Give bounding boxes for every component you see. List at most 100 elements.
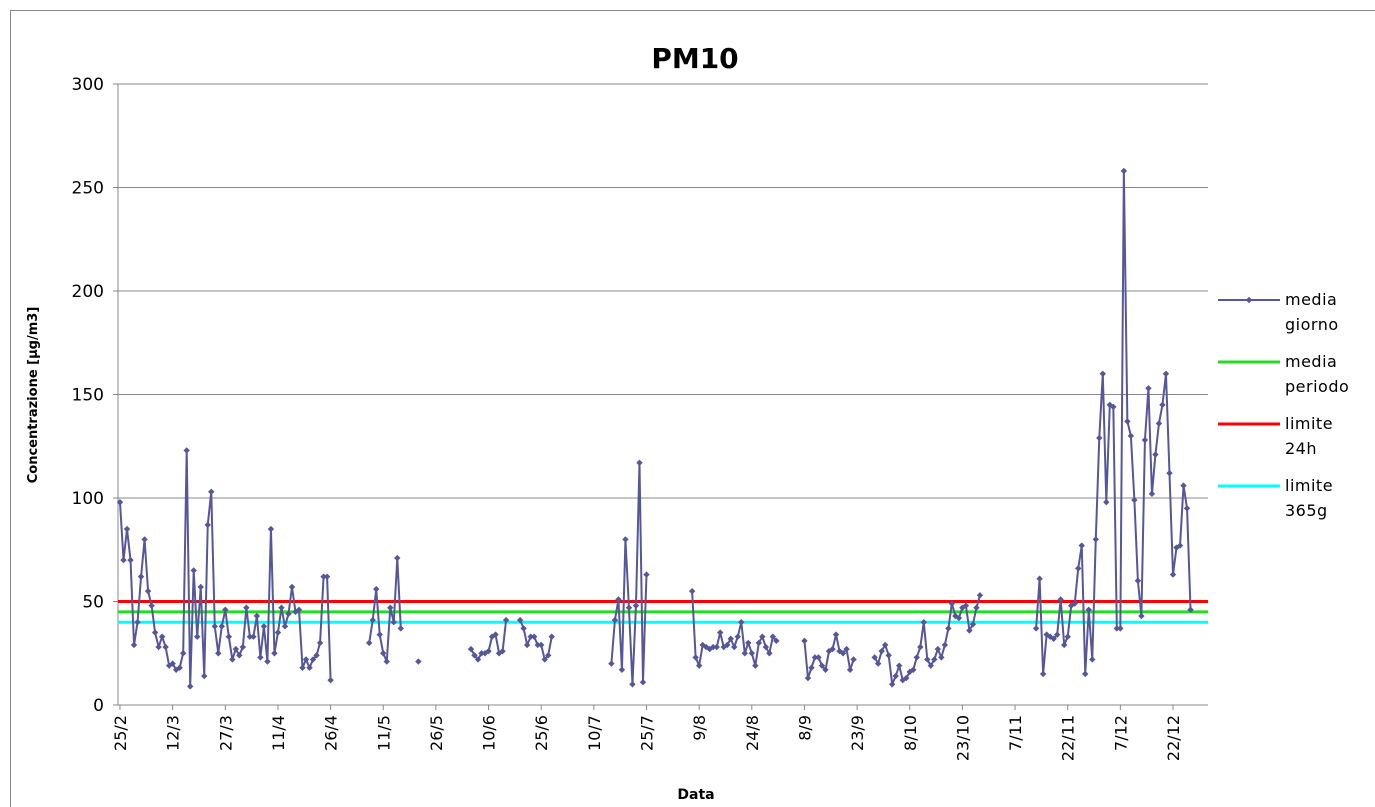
data-point (889, 681, 896, 688)
data-point (373, 585, 380, 593)
x-tick-label: 24/8 (743, 715, 762, 751)
x-tick-label: 10/6 (480, 715, 499, 751)
data-point (748, 650, 755, 657)
data-point (278, 604, 285, 611)
data-point (148, 602, 155, 609)
data-point (896, 662, 903, 669)
data-point (1106, 401, 1114, 409)
x-tick-label: 22/11 (1059, 715, 1078, 761)
data-point (1085, 606, 1092, 613)
x-axis-label: Data (677, 787, 714, 803)
data-point (516, 616, 524, 624)
data-point (625, 604, 633, 611)
data-point (759, 633, 766, 640)
data-point (1183, 505, 1191, 512)
data-point (1141, 436, 1149, 444)
data-point (1078, 542, 1085, 549)
data-point (1082, 670, 1089, 678)
y-tick-label: 150 (72, 386, 104, 406)
data-point (618, 666, 626, 674)
data-point (545, 652, 552, 659)
x-tick-label: 7/12 (1111, 715, 1130, 751)
data-point (871, 654, 878, 661)
data-point (881, 641, 889, 649)
data-point (123, 525, 131, 533)
data-point (201, 672, 208, 680)
data-point (917, 643, 924, 651)
data-point (1131, 496, 1138, 504)
data-point (608, 660, 615, 667)
data-point (162, 643, 169, 651)
data-point (264, 658, 271, 665)
data-point (846, 666, 854, 674)
data-point (485, 647, 492, 655)
data-point (1148, 490, 1156, 498)
data-point (488, 633, 496, 640)
x-tick-label: 23/9 (848, 715, 867, 751)
data-point (1110, 403, 1117, 411)
data-point (1060, 641, 1068, 649)
data-point (773, 637, 780, 645)
data-point (913, 654, 920, 661)
data-point (762, 643, 770, 651)
data-point (874, 660, 882, 667)
data-point (818, 662, 826, 669)
data-point (197, 583, 204, 591)
data-point (636, 459, 643, 467)
data-point (327, 676, 334, 684)
data-point (295, 606, 303, 613)
chart-border (10, 10, 1375, 807)
data-point (1127, 432, 1135, 440)
data-point (471, 652, 478, 659)
data-point (931, 656, 938, 663)
data-point (924, 656, 931, 663)
x-tick-label: 25/2 (111, 715, 130, 751)
data-point (215, 650, 222, 657)
data-point (225, 633, 233, 640)
data-point (397, 625, 404, 632)
data-point (622, 536, 629, 543)
data-point (236, 652, 243, 659)
data-point (692, 654, 699, 661)
data-point (376, 631, 383, 638)
data-point (688, 587, 696, 595)
data-point (309, 656, 317, 663)
data-point (695, 662, 703, 669)
data-point (1145, 385, 1152, 392)
data-point (271, 650, 278, 657)
data-point (720, 643, 727, 651)
data-point (945, 625, 952, 632)
data-point (285, 610, 292, 618)
data-point (955, 614, 963, 622)
data-point (250, 633, 257, 640)
chart-title: PM10 (651, 42, 738, 75)
data-point (499, 647, 506, 655)
data-point (825, 647, 833, 655)
x-tick-label: 26/4 (322, 715, 341, 751)
data-point (1124, 418, 1131, 425)
x-tick-label: 7/11 (1006, 715, 1025, 751)
data-point (615, 596, 622, 603)
data-point (492, 631, 499, 638)
data-point (1155, 420, 1163, 427)
data-point (766, 650, 773, 657)
data-point (629, 681, 636, 688)
data-point (1166, 469, 1173, 477)
x-tick-label: 8/9 (795, 715, 814, 741)
data-point (306, 664, 313, 671)
data-point (478, 650, 485, 657)
data-point (1036, 575, 1043, 582)
data-point (313, 652, 320, 659)
data-point (141, 536, 148, 543)
data-point (934, 645, 942, 653)
data-point (257, 654, 264, 661)
x-tick-label: 23/10 (953, 715, 972, 761)
data-point (1092, 536, 1099, 543)
y-tick-label: 100 (72, 489, 104, 509)
data-point (380, 650, 387, 657)
data-point (899, 676, 906, 684)
data-point (415, 658, 422, 665)
data-point (804, 674, 812, 682)
data-point (948, 600, 956, 607)
legend-label: media giorno (1285, 290, 1339, 334)
